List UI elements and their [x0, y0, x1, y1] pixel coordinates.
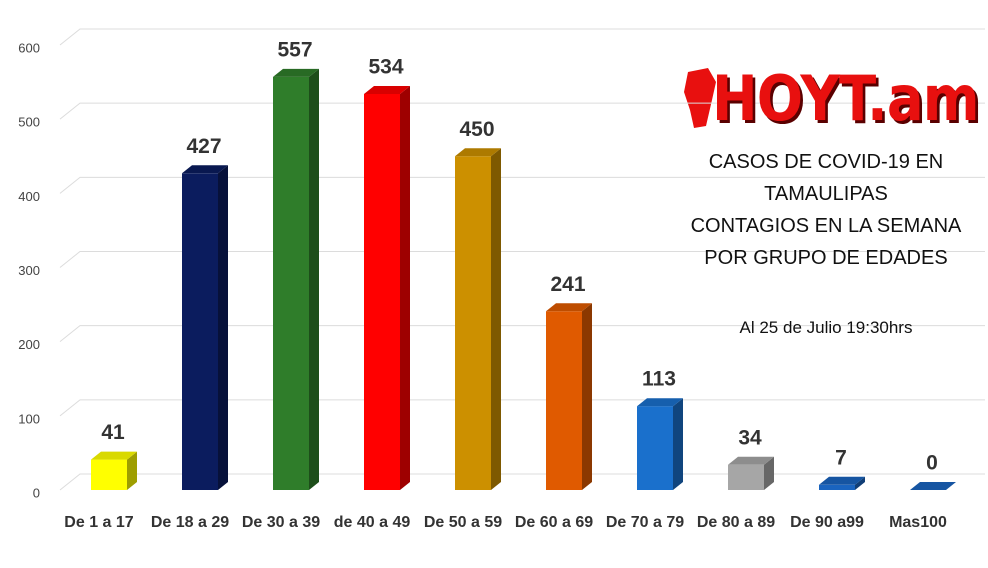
grid-line	[59, 399, 985, 417]
y-tick-label: 500	[18, 115, 40, 130]
bar	[273, 76, 309, 491]
bar	[455, 156, 491, 490]
grid-line	[59, 28, 985, 46]
x-tick-label: De 50 a 59	[423, 514, 503, 531]
bar-top	[819, 476, 865, 485]
y-tick-label: 300	[18, 263, 40, 278]
x-tick-label: Mas100	[889, 514, 947, 531]
bar-side	[218, 165, 228, 490]
x-tick-label: De 70 a 79	[605, 514, 685, 531]
bar-top	[910, 482, 956, 490]
bar-side	[855, 476, 865, 490]
bar	[182, 173, 218, 490]
x-tick-label: de 40 a 49	[333, 514, 411, 531]
y-tick-label: 100	[18, 411, 40, 426]
value-label: 450	[459, 118, 494, 141]
chart-title: CASOS DE COVID-19 EN TAMAULIPAS	[708, 151, 944, 205]
logo-map	[684, 68, 716, 128]
annotation: Al 25 de Julio 19:30hrs	[739, 318, 913, 337]
bar	[364, 93, 400, 490]
x-tick-label: De 60 a 69	[514, 514, 594, 531]
value-label: 113	[642, 368, 676, 391]
bar-top	[182, 165, 228, 174]
bar-top	[91, 451, 137, 460]
grid-line	[59, 251, 985, 268]
value-label: 557	[277, 38, 312, 61]
bar-side	[400, 85, 410, 490]
grid-line	[59, 102, 985, 120]
bar-top	[364, 85, 410, 94]
x-tick-label: De 30 a 39	[241, 514, 321, 531]
bar	[637, 406, 673, 490]
value-label: 41	[101, 421, 125, 444]
logo: HOYT.am	[712, 62, 980, 135]
bar-top	[455, 148, 501, 157]
x-tick-label: De 90 a99	[790, 514, 864, 531]
value-label: 534	[368, 55, 403, 78]
value-label: 0	[926, 452, 938, 475]
x-tick-label: De 1 a 17	[64, 514, 134, 531]
title-block: CASOS DE COVID-19 EN TAMAULIPAS CONTAGIO…	[684, 146, 968, 274]
bar-top	[728, 456, 774, 465]
y-tick-label: 600	[18, 40, 40, 55]
y-tick-label: 200	[18, 337, 40, 352]
bar	[91, 459, 127, 490]
value-label: 7	[835, 446, 847, 469]
grid-line	[59, 473, 985, 491]
grid-line	[59, 325, 985, 343]
bar-side	[309, 68, 319, 491]
bar-side	[673, 398, 683, 490]
bar-top	[637, 398, 683, 407]
x-tick-label: De 80 a 89	[696, 514, 776, 531]
bar-side	[491, 148, 501, 490]
bar	[728, 464, 764, 490]
value-label: 34	[738, 426, 762, 449]
value-label: 241	[550, 273, 585, 296]
bar-top	[546, 303, 592, 312]
y-tick-label: 400	[18, 189, 40, 204]
chart-subtitle: CONTAGIOS EN LA SEMANA POR GRUPO DE EDAD…	[690, 215, 962, 269]
value-label: 427	[186, 135, 221, 158]
y-tick-label: 0	[33, 485, 40, 500]
bar	[546, 311, 582, 490]
bar-top	[273, 68, 319, 77]
bar-side	[764, 456, 774, 490]
x-tick-label: De 18 a 29	[150, 514, 230, 531]
grid-line	[59, 176, 985, 194]
bar-side	[582, 303, 592, 490]
bar-side	[127, 451, 137, 490]
bar	[819, 484, 855, 490]
